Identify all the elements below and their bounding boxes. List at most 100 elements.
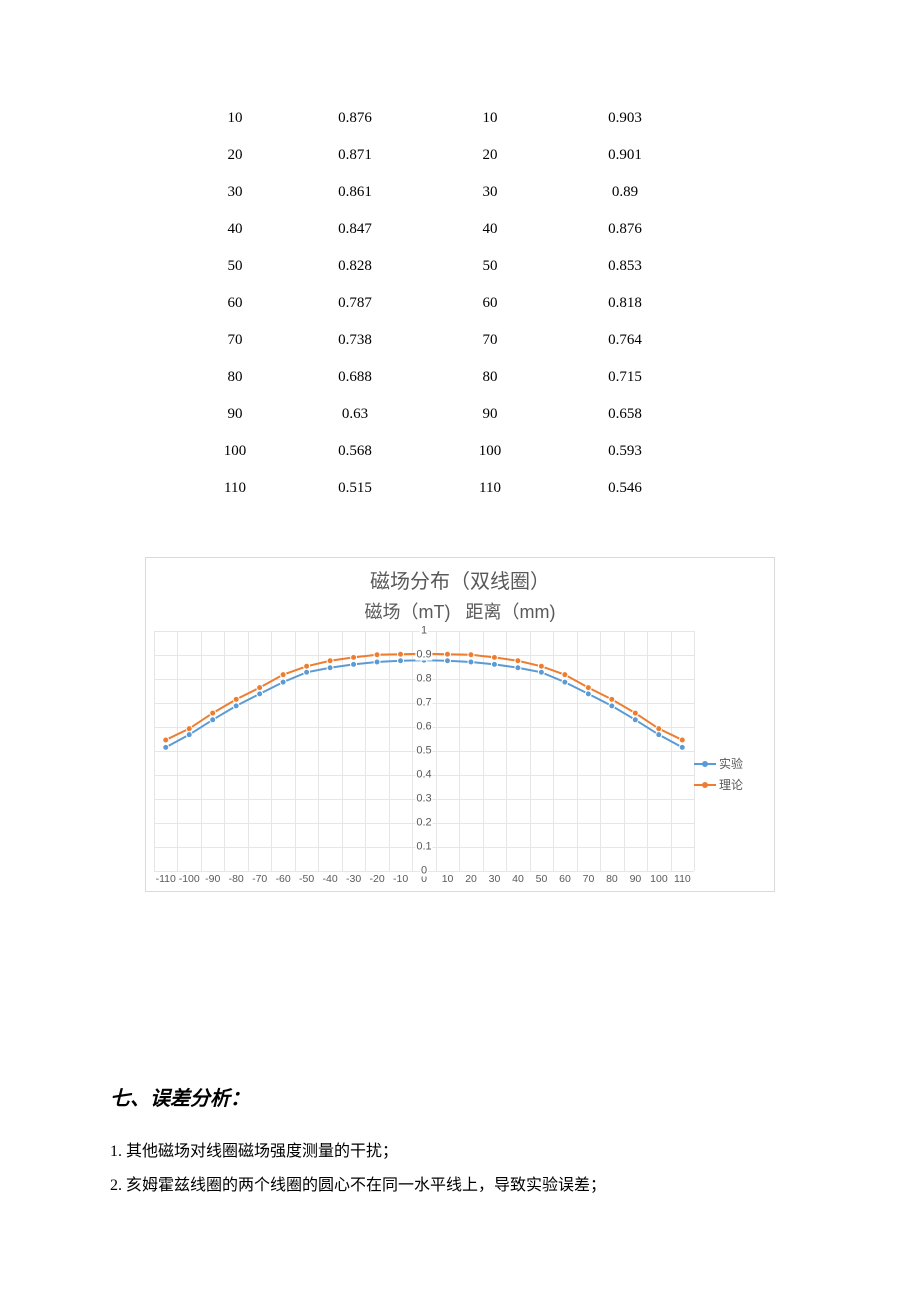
x-tick-label: 40 (506, 873, 529, 885)
table-cell: 110 (200, 481, 270, 496)
table-cell: 0.876 (270, 111, 440, 126)
table-cell: 80 (200, 370, 270, 385)
series-marker (280, 679, 286, 685)
legend-marker (694, 763, 716, 765)
table-row: 700.738700.764 (200, 322, 720, 359)
table-row: 300.861300.89 (200, 174, 720, 211)
table-cell: 0.828 (270, 259, 440, 274)
x-tick-label: -110 (154, 873, 177, 885)
plot-area: 00.10.20.30.40.50.60.70.80.91 (154, 631, 694, 871)
series-marker (585, 691, 591, 697)
series-marker (304, 669, 310, 675)
table-cell: 0.715 (540, 370, 710, 385)
table-row: 1100.5151100.546 (200, 470, 720, 507)
series-marker (257, 685, 263, 691)
table-cell: 60 (200, 296, 270, 311)
y-tick-label: 0 (420, 866, 428, 877)
y-tick-label: 0.4 (415, 770, 432, 781)
table-cell: 20 (200, 148, 270, 163)
x-tick-label: 50 (530, 873, 553, 885)
y-tick-label: 0.8 (415, 674, 432, 685)
x-tick-label: -40 (318, 873, 341, 885)
table-cell: 0.901 (540, 148, 710, 163)
series-marker (444, 658, 450, 664)
series-marker (468, 659, 474, 665)
table-cell: 0.787 (270, 296, 440, 311)
series-marker (632, 710, 638, 716)
x-tick-label: 20 (459, 873, 482, 885)
series-marker (398, 658, 404, 664)
x-tick-label: -30 (342, 873, 365, 885)
series-marker (233, 697, 239, 703)
table-cell: 0.861 (270, 185, 440, 200)
x-tick-label: 90 (624, 873, 647, 885)
chart-subtitle: 磁场（mT) 距离（mm) (154, 600, 766, 625)
chart-xlabel: 距离（mm) (466, 602, 556, 622)
chart-container: 磁场分布（双线圈） 磁场（mT) 距离（mm) 00.10.20.30.40.5… (145, 557, 775, 892)
series-marker (679, 737, 685, 743)
series-marker (327, 658, 333, 664)
table-cell: 70 (440, 333, 540, 348)
series-marker (233, 703, 239, 709)
table-cell: 0.89 (540, 185, 710, 200)
legend-label: 理论 (719, 776, 743, 793)
table-row: 1000.5681000.593 (200, 433, 720, 470)
series-marker (515, 665, 521, 671)
table-cell: 100 (200, 444, 270, 459)
table-row: 400.847400.876 (200, 211, 720, 248)
series-marker (538, 669, 544, 675)
table-cell: 0.658 (540, 407, 710, 422)
table-row: 100.876100.903 (200, 100, 720, 137)
table-cell: 0.568 (270, 444, 440, 459)
series-marker (210, 717, 216, 723)
table-cell: 90 (440, 407, 540, 422)
series-marker (444, 651, 450, 657)
series-marker (679, 745, 685, 751)
y-tick-label: 0.9 (415, 650, 432, 661)
table-cell: 30 (200, 185, 270, 200)
series-marker (562, 672, 568, 678)
x-tick-label: 70 (577, 873, 600, 885)
y-tick-label: 0.3 (415, 794, 432, 805)
table-cell: 0.738 (270, 333, 440, 348)
y-tick-label: 0.1 (415, 842, 432, 853)
table-cell: 40 (200, 222, 270, 237)
table-cell: 0.593 (540, 444, 710, 459)
series-marker (280, 672, 286, 678)
chart-legend: 实验理论 (694, 631, 758, 871)
series-marker (186, 732, 192, 738)
series-marker (351, 662, 357, 668)
table-cell: 30 (440, 185, 540, 200)
series-marker (163, 745, 169, 751)
table-row: 200.871200.901 (200, 137, 720, 174)
series-marker (374, 659, 380, 665)
x-tick-label: 30 (483, 873, 506, 885)
table-cell: 0.63 (270, 407, 440, 422)
list-item: 2. 亥姆霍兹线圈的两个线圈的圆心不在同一水平线上，导致实验误差； (110, 1169, 810, 1203)
table-cell: 60 (440, 296, 540, 311)
x-tick-label: 80 (600, 873, 623, 885)
table-row: 800.688800.715 (200, 359, 720, 396)
table-cell: 0.871 (270, 148, 440, 163)
legend-marker (694, 784, 716, 786)
y-tick-label: 0.7 (415, 698, 432, 709)
x-tick-label: -20 (365, 873, 388, 885)
series-marker (186, 726, 192, 732)
legend-item: 实验 (694, 755, 758, 772)
series-marker (304, 663, 310, 669)
table-row: 500.828500.853 (200, 248, 720, 285)
series-marker (257, 691, 263, 697)
series-marker (491, 655, 497, 661)
list-item: 1. 其他磁场对线圈磁场强度测量的干扰； (110, 1135, 810, 1169)
table-cell: 20 (440, 148, 540, 163)
table-cell: 100 (440, 444, 540, 459)
chart-title: 磁场分布（双线圈） (154, 568, 766, 596)
series-marker (515, 658, 521, 664)
legend-item: 理论 (694, 776, 758, 793)
series-marker (163, 737, 169, 743)
table-cell: 110 (440, 481, 540, 496)
series-marker (538, 663, 544, 669)
table-cell: 10 (200, 111, 270, 126)
y-tick-label: 1 (420, 626, 428, 637)
table-cell: 50 (440, 259, 540, 274)
